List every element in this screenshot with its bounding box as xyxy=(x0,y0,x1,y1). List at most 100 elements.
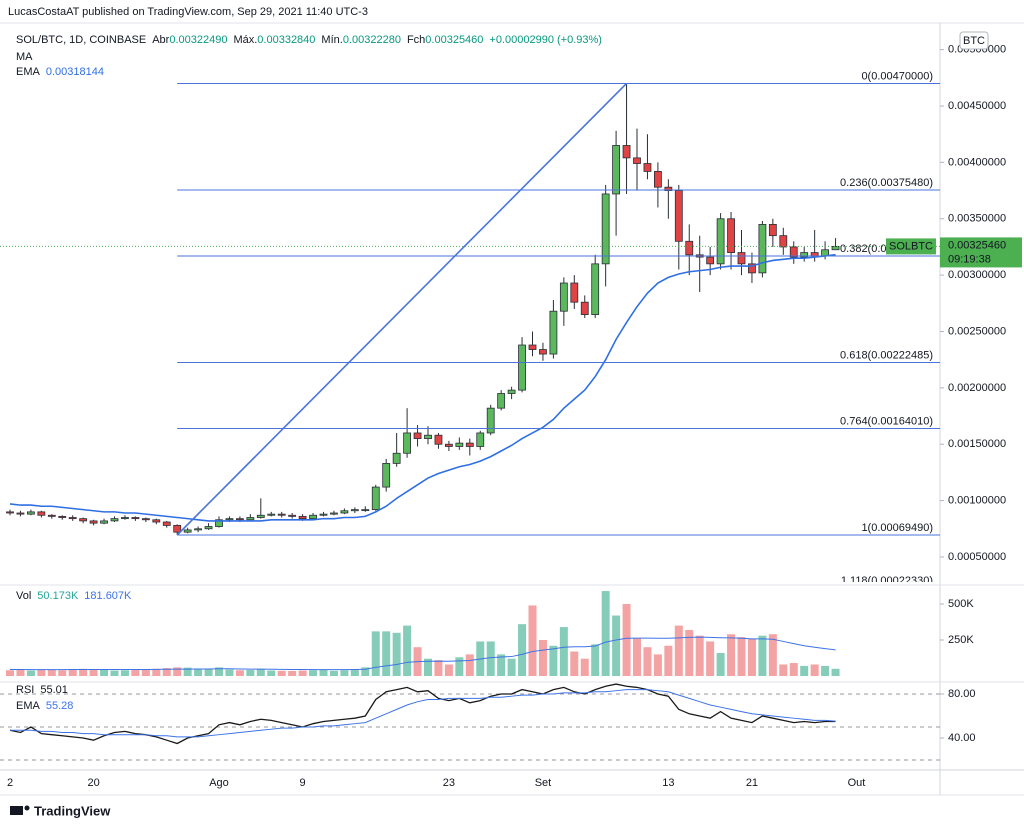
axes: 2 20 Ago 9 23 Set 13 21 Out 0.00050000 0.00100000 0… xyxy=(7,44,1006,789)
candle-body xyxy=(256,514,265,518)
candle-body xyxy=(215,519,223,527)
y-tick-label: 0.00400000 xyxy=(948,156,1006,168)
candle-body xyxy=(539,349,547,355)
rsi-label: RSI xyxy=(16,684,34,696)
volume-bar xyxy=(131,669,140,676)
candle-body xyxy=(748,263,756,274)
candle-body xyxy=(173,525,182,533)
currency-badge[interactable] xyxy=(959,31,989,50)
volume-bar xyxy=(329,670,338,676)
candle-body xyxy=(507,389,516,394)
candle-body xyxy=(580,301,589,315)
candle-body xyxy=(403,432,412,454)
volume-bar xyxy=(204,669,213,676)
candle-body xyxy=(309,514,317,520)
volume-bar xyxy=(497,654,506,676)
high-label: Máx. xyxy=(233,34,257,46)
candle-body xyxy=(194,528,203,531)
volume-bar xyxy=(47,669,56,676)
volume-bar xyxy=(424,658,432,676)
candle-body xyxy=(330,512,338,515)
series-line xyxy=(10,689,836,738)
candle-body xyxy=(204,526,213,530)
volume-pane xyxy=(6,591,840,676)
volume-bar xyxy=(392,632,401,676)
volume-bar xyxy=(518,624,527,676)
candle-body xyxy=(26,511,35,515)
volume-bar xyxy=(194,668,203,676)
x-tick-label: 21 xyxy=(746,777,758,789)
close-value: 0.00325460 xyxy=(425,34,483,46)
candle-body xyxy=(110,518,119,522)
fib-label: 1.118(0.00022330) xyxy=(841,575,933,587)
logo-dot xyxy=(24,805,30,811)
series-line xyxy=(10,636,836,671)
price-badge-label: 0.00325460 xyxy=(948,239,1006,251)
y-tick-label: 0.00450000 xyxy=(948,100,1006,112)
candle-body xyxy=(643,163,652,172)
candle-body xyxy=(654,171,662,188)
candle-body xyxy=(392,452,401,464)
candle-body xyxy=(559,282,568,312)
y-tick-label: 250K xyxy=(948,634,974,646)
volume-bar xyxy=(183,667,192,676)
fib-label: 0.764(0.00164010) xyxy=(840,415,933,427)
currency-label[interactable]: BTC xyxy=(963,35,985,47)
candle-body xyxy=(434,434,443,445)
x-tick-label: Ago xyxy=(209,777,229,789)
volume-bar xyxy=(591,644,600,676)
candle-body xyxy=(121,517,129,520)
badges: SOLBTC 0.00325460 09:19:38 xyxy=(886,237,1022,268)
volume-bar xyxy=(68,669,77,676)
volume-bar xyxy=(455,657,464,676)
rsi-pane xyxy=(0,683,940,761)
candle-body xyxy=(768,223,777,237)
volume-bar xyxy=(538,640,547,676)
candle-body xyxy=(633,157,641,164)
symbol-title: SOL/BTC, 1D, COINBASE xyxy=(16,34,146,46)
candle-body xyxy=(152,519,161,523)
fib-label: 0.236(0.00375480) xyxy=(840,177,933,189)
candle-body xyxy=(444,443,453,447)
volume-ma-value: 181.607K xyxy=(84,590,132,602)
y-tick-label: 0.00200000 xyxy=(948,382,1006,394)
ema-legend: EMA 0.00318144 xyxy=(16,66,104,78)
fib-label: 1(0.00069490) xyxy=(861,522,933,534)
candle-body xyxy=(486,407,495,434)
volume-bar xyxy=(382,631,391,676)
ma-label: MA xyxy=(16,51,33,63)
x-tick-label: 20 xyxy=(87,777,99,789)
volume-bar xyxy=(371,631,380,676)
footer-brand: TradingView xyxy=(34,803,111,818)
legend-main: SOL/BTC, 1D, COINBASE Abr0.00322490 Máx.0.… xyxy=(16,34,602,46)
volume-bar xyxy=(298,670,307,676)
ema-label: EMA xyxy=(16,66,41,78)
candle-body xyxy=(674,190,683,242)
volume-bar xyxy=(727,634,736,676)
candle-body xyxy=(298,515,307,520)
volume-bar xyxy=(821,665,830,676)
candle-body xyxy=(455,442,464,447)
volume-bar xyxy=(580,658,589,676)
volume-bar xyxy=(89,669,98,676)
candle-body xyxy=(601,193,610,265)
volume-bar xyxy=(361,667,370,676)
candle-body xyxy=(476,432,485,447)
volume-bar xyxy=(507,658,516,676)
candle-body xyxy=(727,218,735,253)
candle-body xyxy=(100,520,108,524)
candle-body xyxy=(16,512,25,515)
volume-bar xyxy=(768,634,777,676)
candle-body xyxy=(361,509,370,512)
x-tick-label: 9 xyxy=(300,777,306,789)
candle-body xyxy=(758,223,767,274)
candle-body xyxy=(622,145,631,159)
volume-bar xyxy=(810,664,819,676)
volume-bar xyxy=(528,605,537,676)
volume-bar xyxy=(486,641,495,676)
change-value: +0.00002990 (+0.93%) xyxy=(489,34,602,46)
volume-bar xyxy=(6,670,14,676)
candle-body xyxy=(831,246,840,251)
volume-bar xyxy=(779,664,788,676)
